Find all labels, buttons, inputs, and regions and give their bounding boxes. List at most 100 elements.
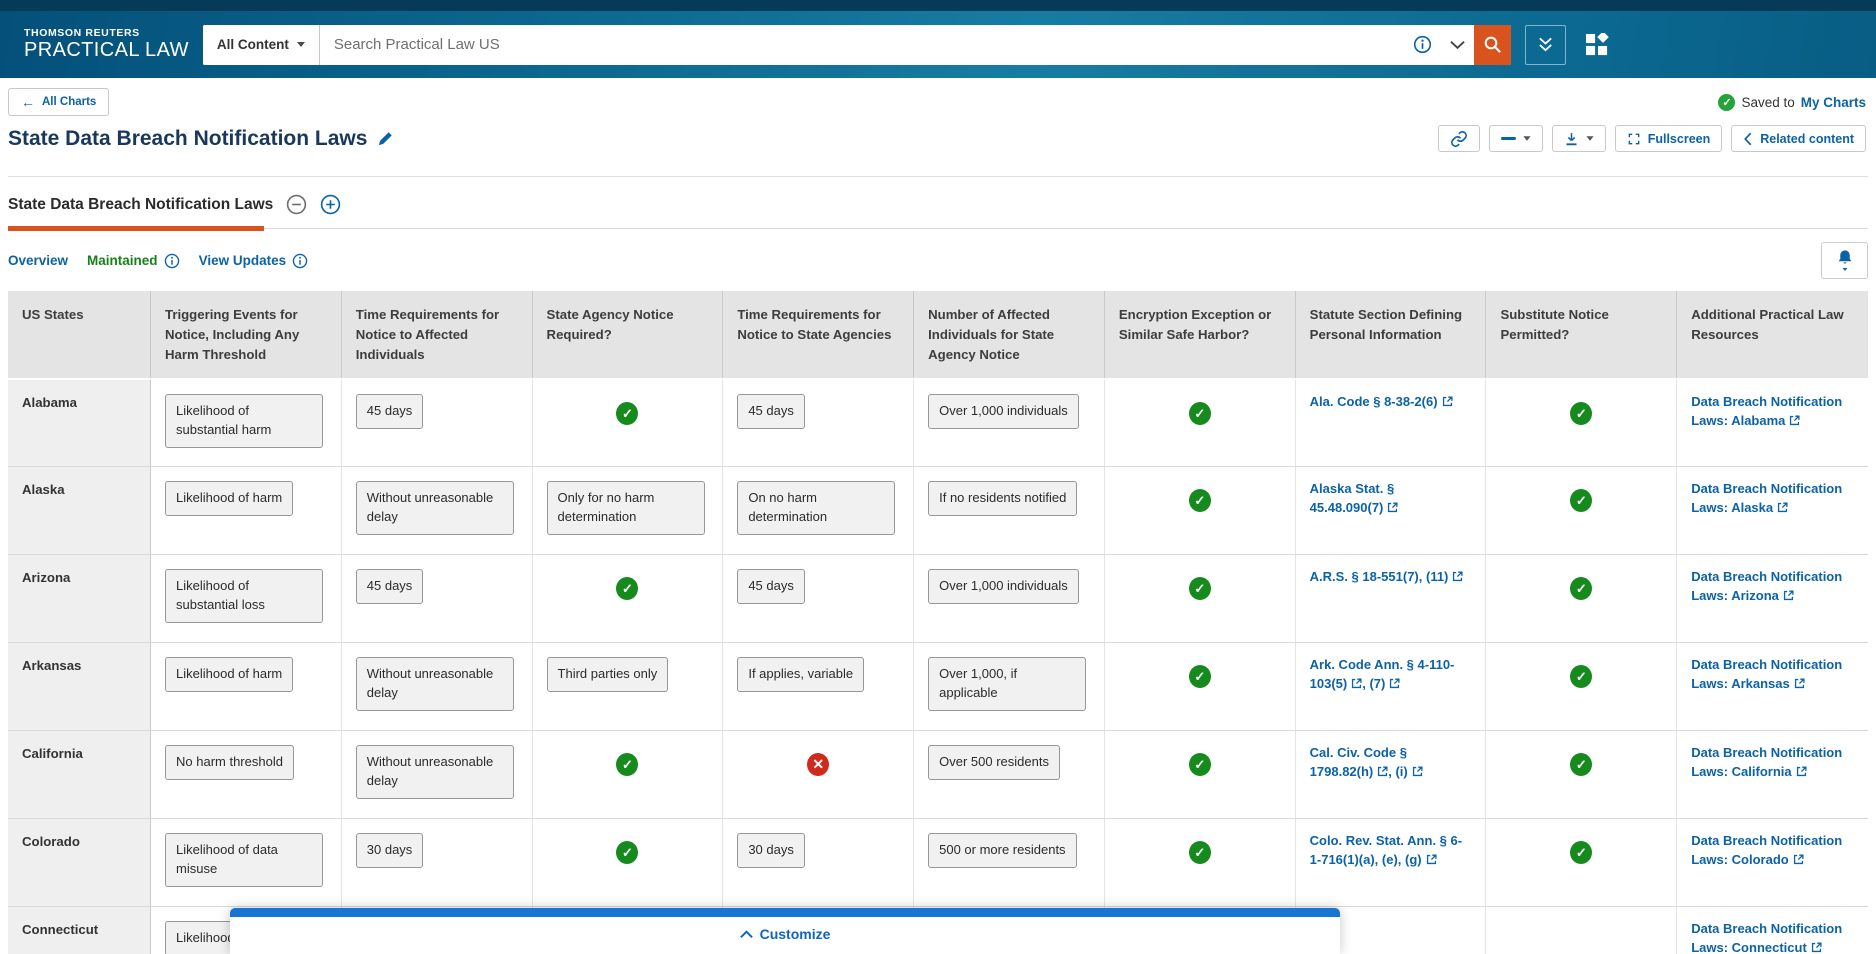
- state-name-cell: California: [8, 731, 151, 819]
- all-charts-label: All Charts: [42, 96, 97, 108]
- table-cell: 30 days: [723, 819, 915, 907]
- fullscreen-icon: [1628, 133, 1640, 144]
- table-cell: 45 days: [342, 555, 533, 643]
- value-chip: Likelihood of harm: [165, 481, 294, 517]
- external-link-icon: [1783, 590, 1794, 601]
- statute-link[interactable]: Alaska Stat. § 45.48.090(7): [1296, 467, 1486, 518]
- remove-tab-button[interactable]: [286, 194, 307, 215]
- resource-link[interactable]: Data Breach Notification Laws: Arkansas: [1691, 657, 1843, 692]
- external-link-icon: [1387, 502, 1398, 513]
- external-link-icon: [1452, 571, 1463, 582]
- copy-link-button[interactable]: [1437, 125, 1480, 152]
- view-updates-link[interactable]: View Updates: [199, 253, 309, 269]
- app-switcher-button[interactable]: [1585, 32, 1610, 57]
- search-options-chevron-icon[interactable]: [1441, 25, 1474, 65]
- search-input[interactable]: [319, 24, 1404, 65]
- search-bar: All Content: [202, 24, 1511, 65]
- statute-link[interactable]: Ala. Code § 8-38-2(6): [1296, 380, 1486, 412]
- overview-link[interactable]: Overview: [8, 253, 69, 268]
- table-cell: ✕: [723, 731, 915, 819]
- fullscreen-button[interactable]: Fullscreen: [1614, 125, 1723, 152]
- table-cell: On no harm determination: [723, 467, 915, 555]
- value-chip: 45 days: [737, 569, 805, 605]
- collapse-header-button[interactable]: [1524, 24, 1566, 65]
- table-cell: ✓: [1105, 819, 1296, 907]
- value-chip: If no residents notified: [928, 481, 1078, 517]
- link-icon: [1450, 130, 1467, 147]
- statute-link[interactable]: Colo. Rev. Stat. Ann. § 6-1-716(1)(a), (…: [1309, 833, 1463, 868]
- alerts-bell-button[interactable]: [1821, 242, 1868, 279]
- practical-law-logo[interactable]: THOMSON REUTERS PRACTICAL LAW: [24, 28, 189, 60]
- external-link-icon: [1442, 396, 1453, 407]
- external-link-icon: [1777, 502, 1788, 513]
- resource-link[interactable]: Data Breach Notification Laws: Colorado: [1691, 833, 1843, 868]
- table-row: California No harm threshold Without unrea…: [8, 731, 1868, 820]
- check-icon: ✓: [616, 577, 639, 601]
- search-button[interactable]: [1473, 24, 1511, 65]
- resource-link[interactable]: Data Breach Notification Laws: Alabama: [1691, 394, 1843, 429]
- table-cell: Likelihood of substantial harm: [151, 380, 342, 467]
- content-scope-label: All Content: [216, 37, 289, 52]
- table-cell: Over 500 residents: [914, 731, 1105, 819]
- statute-link[interactable]: Ark. Code Ann. § 4-110-103(5), (7): [1309, 657, 1455, 692]
- table-row: Alaska Likelihood of harm Without unreason…: [8, 467, 1868, 556]
- table-cell: ✓: [1486, 643, 1678, 731]
- download-button[interactable]: [1551, 125, 1606, 152]
- add-tab-button[interactable]: [320, 194, 341, 215]
- table-cell: Data Breach Notification Laws: Connectic…: [1677, 907, 1868, 954]
- table-cell: Likelihood of harm: [151, 467, 342, 555]
- resource-link[interactable]: Data Breach Notification Laws: Arizona: [1691, 569, 1843, 604]
- edit-title-button[interactable]: [377, 130, 394, 147]
- table-cell: Third parties only: [533, 643, 724, 731]
- content-scope-dropdown[interactable]: All Content: [202, 24, 320, 65]
- check-icon: ✓: [1570, 402, 1593, 426]
- tab-state-data-breach[interactable]: State Data Breach Notification Laws: [8, 195, 274, 213]
- value-chip: If applies, variable: [737, 657, 865, 693]
- value-chip: Without unreasonable delay: [355, 657, 514, 712]
- my-charts-link[interactable]: My Charts: [1800, 94, 1866, 110]
- table-cell: ✓: [1486, 819, 1678, 907]
- table-cell: ✓: [1486, 380, 1678, 467]
- resource-link[interactable]: Data Breach Notification Laws: Alaska: [1691, 481, 1843, 516]
- chart-tabs: State Data Breach Notification Laws: [8, 194, 1868, 231]
- table-cell: Likelihood of data misuse: [151, 819, 342, 907]
- check-icon: ✓: [1570, 841, 1593, 865]
- all-charts-back-button[interactable]: ← All Charts: [8, 88, 110, 116]
- statute-link[interactable]: Cal. Civ. Code § 1798.82(h), (i): [1296, 731, 1486, 782]
- value-chip: Without unreasonable delay: [355, 745, 514, 800]
- external-link-icon: [1426, 854, 1437, 865]
- value-chip: Only for no harm determination: [546, 481, 705, 536]
- table-cell: Ala. Code § 8-38-2(6): [1296, 380, 1487, 467]
- related-content-button[interactable]: Related content: [1731, 125, 1866, 152]
- resource-link[interactable]: Data Breach Notification Laws: Californi…: [1691, 745, 1843, 780]
- column-header: Time Requirements for Notice to Affected…: [342, 291, 533, 379]
- column-header: Number of Affected Individuals for State…: [914, 291, 1105, 379]
- fullscreen-label: Fullscreen: [1647, 131, 1711, 146]
- check-icon: ✓: [616, 402, 639, 426]
- check-icon: ✓: [1570, 665, 1593, 689]
- table-cell: Data Breach Notification Laws: Alabama: [1677, 380, 1868, 466]
- column-header: Additional Practical Law Resources: [1691, 307, 1844, 342]
- table-cell: If applies, variable: [723, 643, 915, 731]
- resource-link[interactable]: Data Breach Notification Laws: Connectic…: [1691, 921, 1843, 954]
- value-chip: 500 or more residents: [928, 833, 1077, 869]
- maintained-status[interactable]: Maintained: [87, 253, 180, 269]
- table-cell: Data Breach Notification Laws: Arkansas: [1677, 643, 1868, 730]
- table-cell: Only for no harm determination: [533, 467, 724, 555]
- search-info-icon[interactable]: [1404, 25, 1441, 65]
- customize-panel[interactable]: Customize: [230, 908, 1340, 954]
- remove-row-button[interactable]: [1488, 125, 1543, 152]
- external-link-icon: [1377, 766, 1388, 777]
- table-cell: Cal. Civ. Code § 1798.82(h), (i): [1296, 731, 1487, 819]
- external-link-icon: [1793, 854, 1804, 865]
- pencil-icon: [379, 132, 393, 146]
- state-name-cell: Alaska: [8, 467, 151, 555]
- chart-meta-row: Overview Maintained View Updates: [8, 242, 1868, 279]
- value-chip: 30 days: [355, 833, 424, 869]
- check-icon: ✓: [1570, 753, 1593, 777]
- statute-link[interactable]: A.R.S. § 18-551(7), (11): [1296, 555, 1486, 587]
- column-header: State Agency Notice Required?: [533, 291, 724, 379]
- check-icon: ✓: [616, 841, 639, 865]
- saved-prefix: Saved to: [1741, 94, 1795, 110]
- value-chip: Over 1,000 individuals: [928, 394, 1079, 430]
